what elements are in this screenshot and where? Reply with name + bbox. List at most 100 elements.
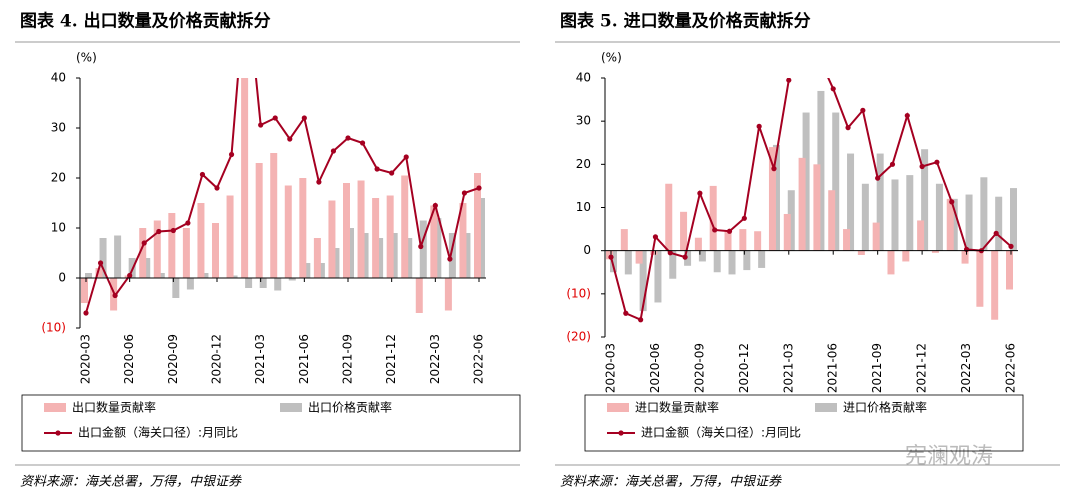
x-tick-label: 2020-09 — [692, 343, 706, 393]
line-marker — [889, 161, 896, 167]
bar — [343, 183, 350, 278]
bar — [172, 278, 180, 298]
x-tick-label: 2021-03 — [253, 334, 267, 384]
line-marker — [447, 256, 453, 262]
bar — [153, 220, 161, 278]
line-marker — [258, 122, 264, 128]
line-marker — [287, 136, 293, 142]
bar — [813, 164, 821, 251]
line-marker — [875, 175, 881, 181]
bar — [139, 228, 147, 278]
line-marker — [919, 163, 925, 170]
y-tick-label: (10) — [41, 321, 66, 335]
legend-label: 出口金额（海关口径）:月同比 — [78, 425, 238, 440]
bar — [935, 183, 943, 251]
line-marker — [741, 215, 747, 221]
line-marker — [330, 148, 337, 154]
x-tick-label: 2021-06 — [826, 343, 840, 393]
bar — [680, 211, 688, 251]
bar — [610, 250, 617, 273]
y-tick-label: 10 — [51, 221, 66, 235]
bar — [245, 278, 253, 288]
x-tick-label: 2022-06 — [1004, 343, 1018, 393]
bar — [313, 238, 321, 278]
line-marker — [904, 112, 910, 119]
x-tick-label: 2020-12 — [210, 334, 224, 384]
line-marker — [726, 228, 733, 234]
chart-title: 图表 4. 出口数量及价格贡献拆分 — [20, 11, 271, 32]
y-tick-label: 0 — [58, 271, 66, 285]
bar — [694, 237, 702, 251]
bar — [758, 250, 766, 268]
y-tick-label: 20 — [51, 171, 66, 185]
line-marker — [712, 227, 718, 233]
x-tick-label: 2020-06 — [122, 334, 136, 384]
bar — [401, 175, 409, 278]
line-marker — [652, 234, 659, 240]
bar — [284, 185, 292, 278]
bar — [902, 250, 910, 262]
bar — [739, 229, 747, 251]
legend-label: 进口金额（海关口径）:月同比 — [641, 425, 801, 440]
bar — [817, 90, 825, 251]
line-marker — [127, 272, 133, 279]
bar — [186, 278, 194, 290]
bar — [639, 250, 647, 312]
line-marker — [432, 202, 438, 209]
bar — [81, 278, 88, 303]
line-marker — [1008, 243, 1014, 249]
bar — [606, 250, 613, 260]
bar — [303, 263, 311, 278]
bar — [724, 231, 732, 251]
bar — [991, 250, 999, 320]
plot — [81, 78, 485, 316]
bar — [635, 250, 643, 264]
bar — [843, 229, 851, 251]
bar — [921, 149, 929, 251]
bar — [390, 233, 398, 278]
line-marker — [403, 154, 409, 160]
legend-box — [21, 394, 521, 452]
bar — [961, 250, 969, 264]
line-marker — [816, 54, 821, 59]
chart-title: 图表 5. 进口数量及价格贡献拆分 — [560, 11, 811, 32]
x-tick-label: 2021-03 — [781, 343, 795, 393]
bar — [182, 228, 190, 278]
bar — [230, 275, 238, 278]
line-marker — [272, 115, 278, 121]
source: 资料来源：海关总署，万得，中银证券 — [560, 475, 782, 490]
bar — [328, 200, 336, 278]
line-marker — [623, 310, 629, 316]
line-marker — [316, 179, 322, 185]
bar — [332, 248, 340, 278]
bar — [847, 153, 855, 251]
bar — [201, 273, 209, 278]
unit-label: (%) — [601, 51, 622, 65]
line-marker — [389, 170, 395, 176]
line-marker — [667, 250, 673, 256]
bar — [684, 250, 692, 266]
bar — [143, 258, 151, 278]
bar — [419, 220, 427, 278]
line-marker — [608, 254, 614, 260]
bar — [405, 238, 413, 278]
line-marker — [185, 220, 191, 226]
bar — [976, 250, 984, 307]
bar — [157, 273, 165, 278]
bar — [347, 228, 354, 278]
x-tick-label: 2020-03 — [604, 343, 618, 393]
line — [85, 78, 480, 314]
bar — [114, 235, 122, 278]
x-tick-label: 2021-12 — [384, 334, 398, 384]
bar — [361, 233, 369, 278]
line-marker — [141, 240, 147, 246]
bar — [99, 238, 107, 278]
bar — [665, 183, 673, 251]
bar — [787, 190, 795, 251]
bar — [872, 222, 880, 251]
y-tick-label: 40 — [576, 71, 591, 85]
bar — [386, 195, 394, 278]
bar — [654, 250, 662, 303]
legend-swatch — [280, 403, 302, 412]
